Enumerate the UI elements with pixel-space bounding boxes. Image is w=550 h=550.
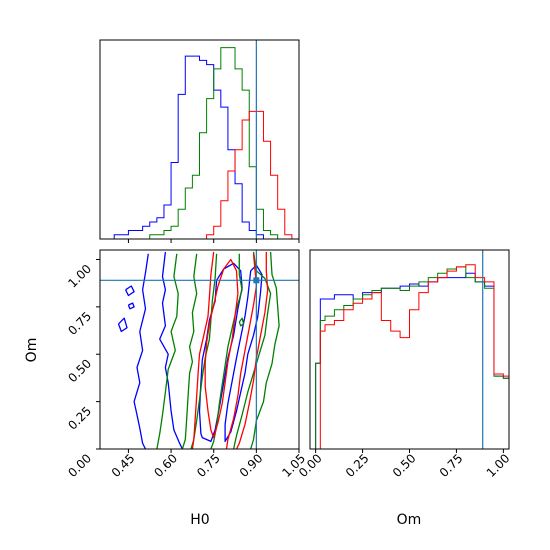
contour-red-1 xyxy=(191,251,215,449)
om-x-tick-label-4: 1.00 xyxy=(484,451,513,480)
h0-tick-label-0: 0.45 xyxy=(109,451,138,480)
x-axis-label-h0: H0 xyxy=(190,512,209,528)
contour-blue-4 xyxy=(117,317,128,333)
om-histogram-blue xyxy=(310,272,510,450)
contour-green-2 xyxy=(232,251,272,449)
y-axis-label-om: Om xyxy=(24,338,40,363)
h0-marginal-frame xyxy=(99,39,300,240)
h0-histogram-green xyxy=(100,47,299,240)
om-y-tick-label-1: 0.25 xyxy=(65,404,94,433)
contour-blue-1 xyxy=(159,251,183,449)
contour-area xyxy=(117,251,280,449)
contour-blue-3 xyxy=(224,264,263,443)
contour-blue-5 xyxy=(125,285,135,297)
h0-tick-label-2: 0.75 xyxy=(194,451,223,480)
om-histogram-green xyxy=(310,266,510,450)
contour-frame xyxy=(99,249,300,450)
om-x-tick-label-1: 0.25 xyxy=(343,451,372,480)
h0-marginal-panel xyxy=(99,39,300,243)
om-y-tick-label-4: 1.00 xyxy=(65,262,94,291)
h0-tick-label-1: 0.60 xyxy=(151,451,180,480)
om-y-tick-label-2: 0.50 xyxy=(65,356,94,385)
om-y-tick-label-3: 0.75 xyxy=(65,309,94,338)
contour-green-1 xyxy=(181,253,198,449)
h0-tick-label-3: 0.90 xyxy=(237,451,266,480)
om-histogram-red xyxy=(310,264,510,450)
h0-om-contour-panel: 0.45 0.60 0.75 0.90 1.050.000.250.500.751.00 xyxy=(65,249,308,480)
contour-green-6 xyxy=(238,317,245,327)
contour-red-0 xyxy=(204,258,239,439)
contour-truth-marker xyxy=(253,277,260,284)
contour-green-0 xyxy=(156,253,179,449)
contour-blue-0 xyxy=(133,253,149,449)
om-y-tick-label-0: 0.00 xyxy=(65,451,94,480)
x-axis-label-om: Om xyxy=(397,512,422,528)
om-x-tick-label-3: 0.75 xyxy=(437,451,466,480)
om-marginal-panel: 0.00 0.25 0.50 0.75 1.00 xyxy=(296,249,513,480)
contour-blue-6 xyxy=(127,302,135,310)
om-marginal-frame xyxy=(309,249,510,450)
om-x-tick-label-2: 0.50 xyxy=(390,451,419,480)
